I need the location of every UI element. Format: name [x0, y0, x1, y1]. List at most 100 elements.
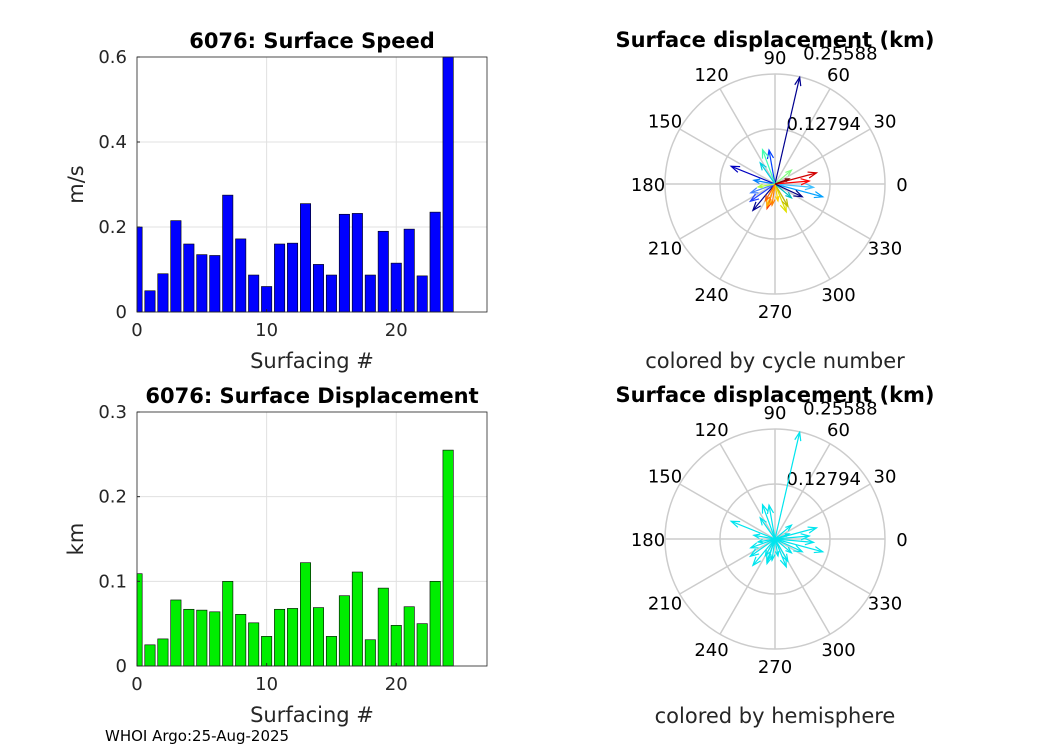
x-tick-label: 20 — [385, 674, 408, 695]
arrow-head — [729, 165, 741, 173]
bar — [312, 264, 324, 313]
bar — [248, 622, 260, 667]
arrow-head — [759, 161, 767, 171]
arrow-shaft — [774, 183, 787, 213]
arrow-shaft — [768, 505, 776, 540]
arrow-shaft — [750, 538, 776, 557]
polar-angle-label: 150 — [648, 112, 682, 133]
displacement-arrow — [774, 430, 802, 540]
arrow-head — [764, 549, 771, 558]
arrow-head — [756, 538, 764, 544]
bar — [416, 275, 428, 313]
displacement-arrow — [774, 538, 793, 554]
arrow-head — [751, 556, 761, 567]
y-tick-label: 0.3 — [98, 402, 127, 423]
arrow-shaft — [759, 162, 776, 185]
polar-ring-label: 0.12794 — [787, 469, 861, 490]
displacement-arrow — [774, 538, 804, 553]
bar — [416, 623, 428, 667]
displacement-arrow — [761, 503, 776, 540]
bar — [364, 639, 376, 667]
displacement-arrow — [766, 183, 776, 208]
bar — [364, 274, 376, 313]
arrow-shaft — [774, 183, 792, 199]
arrow-shaft — [774, 183, 789, 207]
arrow-shaft — [774, 538, 823, 553]
displacement-arrow — [774, 533, 791, 540]
polar-ring-label: 0.25588 — [803, 44, 877, 65]
bar — [196, 254, 208, 313]
displacement-arrow — [774, 183, 789, 208]
arrow-head — [785, 191, 793, 199]
displacement-arrow — [774, 183, 816, 191]
arrow-head — [761, 148, 769, 159]
arrow-head — [752, 533, 761, 540]
polar-angle-label: 210 — [648, 239, 682, 260]
bar — [222, 194, 234, 313]
polar-angle-label: 330 — [868, 594, 902, 615]
displacement-arrow — [774, 538, 816, 546]
arrow-head — [807, 171, 819, 179]
arrow-shaft — [774, 538, 803, 553]
bar — [351, 213, 363, 313]
plot-area — [137, 412, 487, 666]
y-tick-label: 0.6 — [98, 47, 127, 68]
polar-ring-label: 0.12794 — [787, 114, 861, 135]
arrow-shaft — [774, 172, 817, 185]
arrow-shaft — [766, 183, 776, 207]
displacement-arrow — [751, 538, 776, 567]
x-tick-label: 10 — [255, 320, 278, 341]
arrow-head — [800, 533, 812, 541]
displacement-arrow — [759, 516, 776, 540]
bar — [209, 611, 221, 667]
arrow-head — [800, 178, 812, 186]
displacement-arrow — [774, 169, 793, 185]
arrow-shaft — [757, 538, 776, 543]
displacement-arrow — [774, 538, 780, 558]
polar-angle-label: 270 — [758, 657, 792, 678]
displacement-arrow — [774, 183, 793, 199]
arrow-shaft — [774, 183, 814, 188]
displacement-arrow — [774, 524, 793, 540]
bar — [209, 255, 221, 313]
polar-angle-label: 330 — [868, 239, 902, 260]
displacement-arrow — [774, 183, 780, 203]
arrow-head — [813, 546, 825, 554]
arrow-shaft — [771, 183, 776, 206]
chart-title: 6076: Surface Speed — [189, 29, 435, 53]
polar-angle-label: 210 — [648, 594, 682, 615]
arrow-shaft — [774, 538, 789, 562]
arrow-shaft — [759, 517, 776, 540]
chart-title: 6076: Surface Displacement — [145, 384, 478, 408]
bar — [429, 581, 441, 667]
arrow-head — [756, 183, 764, 189]
arrow-shaft — [753, 179, 776, 185]
arrow-shaft — [774, 183, 779, 202]
arrow-head — [749, 542, 759, 549]
arrow-head — [752, 178, 761, 185]
polar-angle-label: 60 — [827, 65, 850, 86]
arrow-shaft — [774, 533, 790, 540]
bar — [183, 608, 195, 667]
displacement-arrow — [774, 538, 789, 563]
displacement-arrow — [729, 165, 776, 185]
bar — [183, 243, 195, 313]
arrow-shaft — [764, 183, 776, 202]
displacement-arrow — [774, 178, 812, 186]
polar-angle-label: 300 — [821, 640, 855, 661]
arrow-head — [781, 553, 789, 563]
bar — [136, 573, 143, 667]
polar-angle-label: 240 — [694, 285, 728, 306]
x-axis-label: Surfacing # — [250, 349, 374, 373]
bar — [429, 211, 441, 313]
bar — [351, 571, 363, 667]
arrow-shaft — [752, 538, 776, 566]
displacement-arrow — [764, 538, 776, 558]
displacement-arrow — [748, 183, 776, 203]
polar-angle-label: 30 — [874, 467, 897, 488]
bar — [196, 609, 208, 667]
arrow-shaft — [774, 524, 792, 540]
displacement-arrow — [751, 183, 776, 212]
surface-speed-chart: 0 10 20 0 0.2 0.4 0.6 6076: Surface Speed Surfac… — [64, 29, 488, 373]
